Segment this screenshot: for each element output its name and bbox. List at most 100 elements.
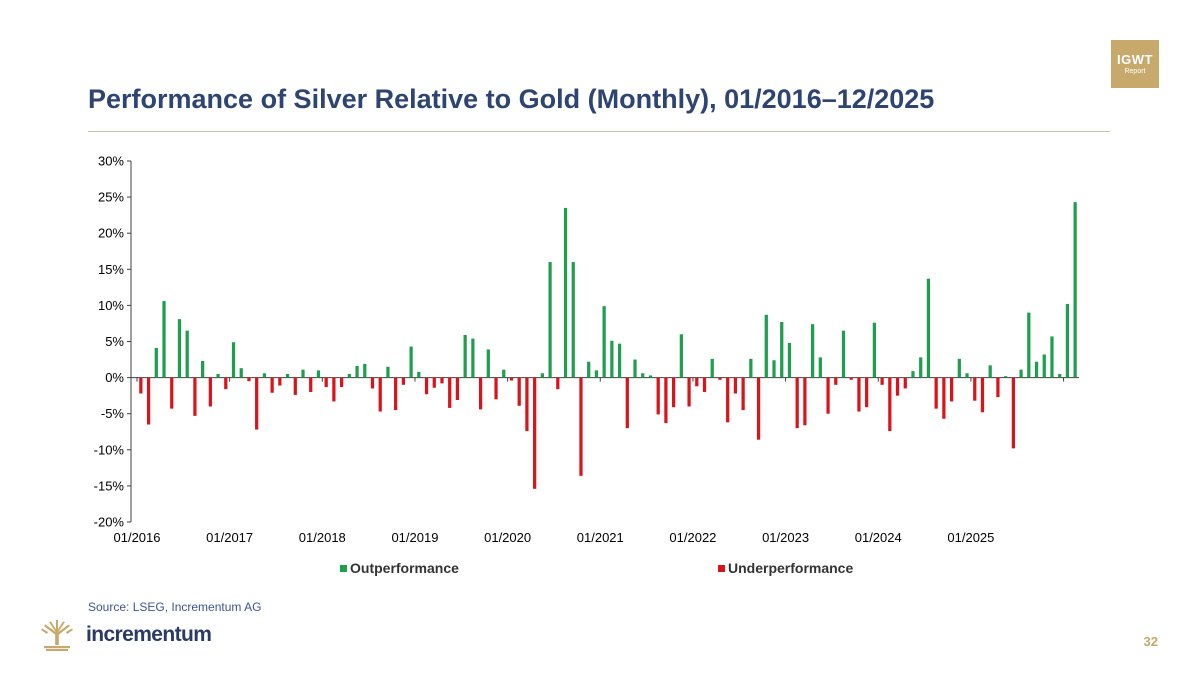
bar-underperformance: [455, 377, 460, 400]
bar-outperformance: [872, 322, 876, 378]
bar-outperformance: [648, 375, 653, 378]
bar-outperformance: [471, 338, 475, 378]
brand-name: incrementum: [86, 623, 212, 646]
bar-outperformance: [285, 373, 290, 378]
bar-underperformance: [394, 377, 398, 411]
bar-underperformance: [934, 377, 938, 409]
bar-underperformance: [448, 377, 452, 408]
page-number: 32: [1143, 634, 1158, 649]
bar-underperformance: [687, 377, 691, 407]
bar-outperformance: [679, 334, 683, 378]
bar-underperformance: [903, 377, 907, 389]
legend-label-outperformance: Outperformance: [350, 560, 459, 576]
bar-underperformance: [170, 377, 174, 409]
bar-underperformance: [664, 377, 668, 424]
y-tick-label: -15%: [94, 478, 125, 493]
bar-outperformance: [486, 349, 490, 378]
bar-chart: 30%25%20%15%10%5%0%-5%-10%-15%-20%01/201…: [94, 154, 1079, 576]
y-tick-label: 20%: [98, 226, 124, 241]
x-tick-label: 01/2020: [484, 530, 531, 545]
bar-underperformance: [247, 377, 251, 382]
bar-outperformance: [185, 330, 189, 378]
bar-underperformance: [625, 377, 629, 429]
bar-underperformance: [733, 377, 738, 394]
bar-outperformance: [1065, 303, 1070, 378]
bar-outperformance: [363, 363, 367, 378]
bar-outperformance: [594, 370, 599, 378]
bar-underperformance: [803, 377, 807, 426]
bar-underperformance: [224, 377, 228, 390]
bar-outperformance: [231, 342, 236, 378]
bar-underperformance: [741, 377, 745, 411]
bar-outperformance: [177, 319, 182, 378]
bar-outperformance: [772, 360, 776, 378]
x-tick-label: 01/2024: [855, 530, 902, 545]
bar-outperformance: [1027, 312, 1031, 378]
bar-underperformance: [401, 377, 405, 385]
bar-outperformance: [610, 340, 614, 378]
bar-underperformance: [1011, 377, 1015, 449]
y-tick-label: -10%: [94, 442, 125, 457]
bar-underperformance: [756, 377, 761, 440]
bar-outperformance: [988, 365, 992, 378]
tree-logo-icon: [41, 620, 73, 651]
bar-underperformance: [942, 377, 946, 419]
bar-outperformance: [780, 322, 784, 378]
bar-underperformance: [278, 377, 282, 386]
bar-underperformance: [849, 377, 853, 380]
bar-outperformance: [965, 373, 969, 378]
y-tick-label: 30%: [98, 154, 124, 169]
bar-underperformance: [718, 377, 722, 380]
x-tick-label: 01/2017: [206, 530, 253, 545]
bar-outperformance: [316, 370, 321, 378]
bar-underperformance: [826, 377, 830, 414]
bar-outperformance: [957, 358, 961, 378]
x-tick-label: 01/2022: [669, 530, 716, 545]
bar-underperformance: [193, 377, 197, 416]
x-tick-label: 01/2025: [947, 530, 994, 545]
bar-underperformance: [857, 377, 861, 412]
x-tick-label: 01/2021: [577, 530, 624, 545]
badge-line2: Report: [1124, 67, 1146, 75]
bar-outperformance: [641, 373, 645, 378]
page-title: Performance of Silver Relative to Gold (…: [88, 84, 935, 114]
bar-outperformance: [216, 373, 220, 378]
bar-underperformance: [672, 377, 676, 408]
bar-underperformance: [424, 377, 429, 395]
bar-underperformance: [973, 377, 977, 401]
bar-underperformance: [579, 377, 583, 476]
bar-outperformance: [1034, 361, 1039, 378]
bar-outperformance: [602, 306, 606, 378]
bar-underperformance: [139, 377, 143, 394]
bar-underperformance: [695, 377, 699, 387]
bar-underperformance: [795, 377, 799, 429]
bar-underperformance: [980, 377, 985, 413]
bar-outperformance: [710, 358, 714, 378]
bar-outperformance: [587, 361, 591, 378]
bar-underperformance: [324, 377, 328, 387]
bar-underperformance: [309, 377, 313, 393]
bar-underperformance: [726, 377, 730, 423]
bar-underperformance: [702, 377, 707, 393]
bar-outperformance: [1042, 354, 1046, 378]
x-tick-label: 01/2016: [114, 530, 161, 545]
bar-underperformance: [370, 377, 375, 389]
bar-outperformance: [926, 278, 931, 378]
bar-underperformance: [533, 377, 537, 489]
bar-underperformance: [332, 377, 336, 402]
bar-outperformance: [1058, 373, 1062, 378]
bar-outperformance: [1019, 369, 1023, 378]
bar-outperformance: [764, 314, 768, 378]
bar-underperformance: [517, 377, 521, 406]
bar-outperformance: [548, 262, 552, 378]
bar-underperformance: [339, 377, 344, 387]
badge-line1: IGWT: [1117, 51, 1153, 67]
bar-underperformance: [656, 377, 660, 415]
x-tick-label: 01/2023: [762, 530, 809, 545]
bar-underperformance: [949, 377, 954, 402]
y-tick-label: 0%: [105, 370, 124, 385]
bar-outperformance: [919, 357, 923, 378]
bar-outperformance: [417, 371, 421, 378]
legend-label-underperformance: Underperformance: [728, 560, 853, 576]
bar-outperformance: [749, 358, 753, 378]
